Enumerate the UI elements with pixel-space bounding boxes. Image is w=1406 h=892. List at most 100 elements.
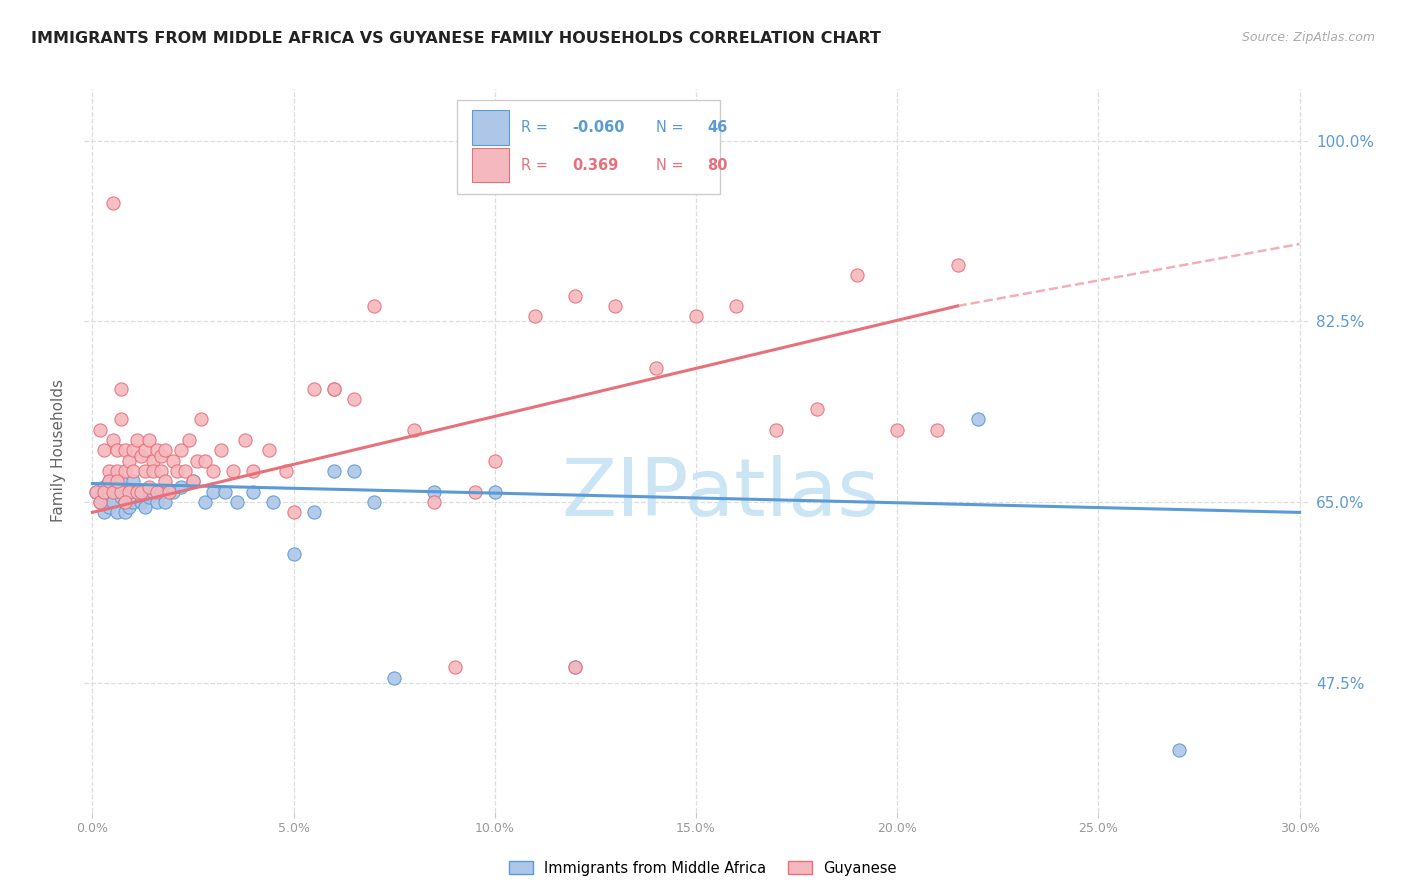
Point xyxy=(129,484,152,499)
Point xyxy=(177,433,200,447)
Point xyxy=(363,299,385,313)
Point xyxy=(242,464,264,478)
Point xyxy=(153,475,176,489)
Point xyxy=(97,475,120,489)
Point xyxy=(886,423,908,437)
Point xyxy=(101,484,124,499)
Point xyxy=(114,495,136,509)
Point xyxy=(765,423,787,437)
Point xyxy=(117,484,139,499)
Point xyxy=(89,423,111,437)
Point xyxy=(214,484,236,499)
Point xyxy=(423,484,446,499)
Point xyxy=(524,310,547,324)
Point xyxy=(114,505,136,519)
Point xyxy=(149,464,172,478)
Text: -0.060: -0.060 xyxy=(572,120,624,135)
Point xyxy=(927,423,949,437)
Point xyxy=(149,449,172,463)
Point xyxy=(170,480,193,494)
Point xyxy=(110,412,132,426)
Point xyxy=(105,464,128,478)
Point xyxy=(134,443,156,458)
Point xyxy=(946,258,969,272)
Point xyxy=(121,475,143,489)
Point xyxy=(97,464,120,478)
Point xyxy=(162,454,184,468)
Point xyxy=(564,660,586,674)
Point xyxy=(302,505,325,519)
Point xyxy=(484,454,506,468)
Point xyxy=(105,505,128,519)
Point xyxy=(146,443,169,458)
Point xyxy=(966,412,988,426)
Point xyxy=(484,484,506,499)
Point xyxy=(233,433,256,447)
Point xyxy=(181,475,204,489)
Point xyxy=(404,423,426,437)
Point xyxy=(114,495,136,509)
Text: R =: R = xyxy=(522,158,548,172)
Point xyxy=(121,495,143,509)
Point xyxy=(114,464,136,478)
Point xyxy=(194,454,217,468)
Point xyxy=(125,484,148,499)
Point xyxy=(423,495,446,509)
Point xyxy=(382,671,405,685)
Point xyxy=(194,495,217,509)
FancyBboxPatch shape xyxy=(472,110,509,145)
Point xyxy=(89,495,111,509)
Text: ZIPatlas: ZIPatlas xyxy=(561,455,880,533)
Point xyxy=(142,454,165,468)
Text: 46: 46 xyxy=(707,120,727,135)
Point xyxy=(322,382,344,396)
Point xyxy=(138,433,160,447)
Point xyxy=(343,392,366,406)
Point xyxy=(283,505,305,519)
Point xyxy=(209,443,232,458)
Point xyxy=(343,464,366,478)
Point xyxy=(174,464,197,478)
Point xyxy=(142,484,165,499)
Point xyxy=(1167,743,1189,757)
Point xyxy=(222,464,245,478)
Point xyxy=(149,484,172,499)
Point xyxy=(644,360,666,375)
Point xyxy=(322,382,344,396)
Point xyxy=(93,505,115,519)
Point xyxy=(263,495,285,509)
Point xyxy=(110,484,132,499)
Point xyxy=(105,480,128,494)
Point xyxy=(105,475,128,489)
Point xyxy=(226,495,249,509)
Point xyxy=(114,443,136,458)
Point xyxy=(125,433,148,447)
Point xyxy=(153,443,176,458)
Y-axis label: Family Households: Family Households xyxy=(51,379,66,522)
Point xyxy=(117,454,139,468)
Point xyxy=(101,433,124,447)
Point xyxy=(283,547,305,561)
Point xyxy=(125,484,148,499)
Text: Source: ZipAtlas.com: Source: ZipAtlas.com xyxy=(1241,31,1375,45)
Legend: Immigrants from Middle Africa, Guyanese: Immigrants from Middle Africa, Guyanese xyxy=(505,856,901,880)
Text: 80: 80 xyxy=(707,158,727,172)
Point xyxy=(181,475,204,489)
Point xyxy=(464,484,486,499)
FancyBboxPatch shape xyxy=(457,100,720,194)
Point xyxy=(153,495,176,509)
Text: IMMIGRANTS FROM MIDDLE AFRICA VS GUYANESE FAMILY HOUSEHOLDS CORRELATION CHART: IMMIGRANTS FROM MIDDLE AFRICA VS GUYANES… xyxy=(31,31,880,46)
Text: 0.369: 0.369 xyxy=(572,158,619,172)
Point xyxy=(605,299,627,313)
Point xyxy=(242,484,264,499)
Point xyxy=(157,484,180,499)
Point xyxy=(190,412,212,426)
Point xyxy=(134,464,156,478)
Point xyxy=(93,484,115,499)
Point xyxy=(117,500,139,515)
Point xyxy=(93,443,115,458)
Point xyxy=(166,464,188,478)
Point xyxy=(170,443,193,458)
Point xyxy=(97,475,120,489)
FancyBboxPatch shape xyxy=(472,148,509,182)
